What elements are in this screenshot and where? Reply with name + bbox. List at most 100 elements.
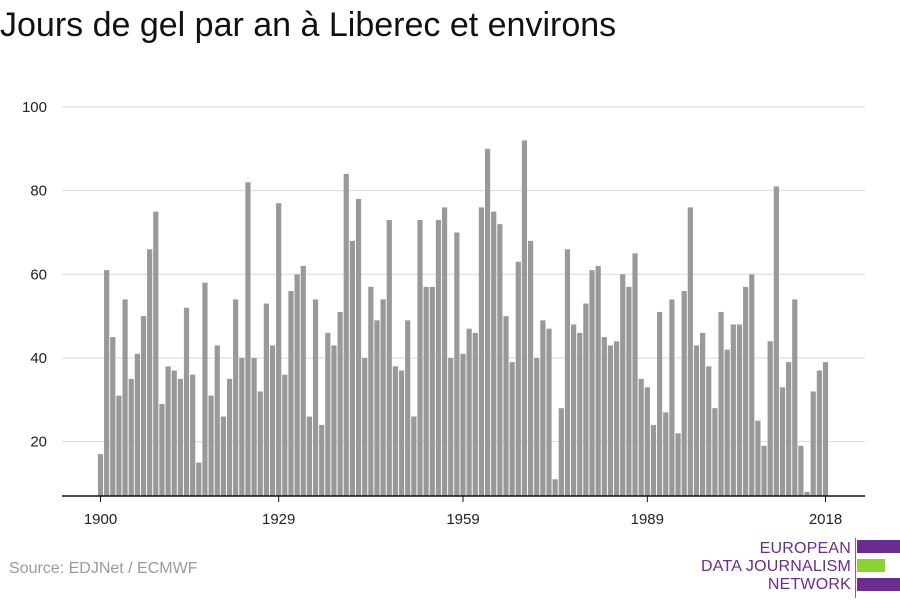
bar-1905: [128, 378, 134, 496]
bar-1966: [503, 316, 509, 496]
bar-1987: [632, 253, 638, 496]
bar-1952: [417, 219, 423, 496]
bar-1999: [706, 366, 712, 496]
bar-1973: [546, 328, 552, 496]
bar-1988: [638, 378, 644, 496]
bar-1994: [675, 433, 681, 496]
bar-1948: [392, 366, 399, 496]
bar-2009: [767, 341, 773, 496]
bar-1965: [497, 224, 503, 496]
bar-1908: [147, 249, 153, 496]
bar-1921: [226, 378, 233, 496]
bar-1942: [355, 199, 362, 497]
bar-1931: [288, 291, 294, 496]
bar-1923: [239, 357, 245, 496]
bar-1917: [202, 282, 208, 496]
y-tick-label: 80: [30, 183, 47, 200]
bar-1947: [386, 219, 392, 496]
bar-1901: [104, 270, 110, 496]
bar-1928: [269, 345, 276, 496]
bar-1924: [245, 182, 251, 496]
bar-1972: [540, 320, 546, 496]
bar-1993: [669, 299, 675, 496]
logo-bar-purple-top: [857, 540, 900, 553]
bar-1984: [614, 341, 620, 496]
logo-bar-purple-bottom: [857, 578, 900, 591]
bar-1914: [183, 307, 190, 496]
bar-1962: [478, 207, 485, 497]
logo-line-3: NETWORK: [767, 576, 851, 593]
bar-1950: [405, 320, 411, 496]
bar-1983: [607, 345, 614, 496]
bar-1938: [331, 345, 337, 496]
bar-2004: [736, 324, 743, 496]
bar-1963: [484, 148, 491, 497]
bar-1920: [220, 416, 226, 496]
bar-1970: [527, 240, 534, 496]
bar-1971: [534, 357, 540, 496]
bar-1967: [509, 362, 515, 496]
logo-line-2: DATA JOURNALISM: [701, 558, 851, 575]
bar-1978: [577, 332, 583, 496]
bar-1922: [233, 299, 239, 496]
bar-1900: [97, 454, 104, 496]
bar-2018: [822, 362, 829, 496]
bar-1990: [650, 424, 657, 496]
bar-1939: [337, 311, 343, 496]
chart-title: Jours de gel par an à Liberec et environ…: [0, 6, 617, 44]
bar-1936: [319, 424, 325, 496]
bar-1979: [583, 303, 589, 496]
bar-1940: [343, 173, 349, 496]
bar-1989: [644, 387, 650, 496]
bar-2010: [773, 186, 779, 496]
x-tick-label: 1959: [446, 511, 479, 528]
bar-1960: [466, 328, 472, 496]
bar-1934: [306, 416, 312, 496]
bar-1927: [263, 303, 269, 496]
bar-2003: [730, 324, 736, 496]
bar-1969: [521, 140, 528, 496]
bar-1926: [257, 391, 263, 496]
logo-line-1: EUROPEAN: [759, 540, 851, 557]
bar-2005: [743, 286, 749, 496]
bar-1907: [140, 316, 147, 496]
bar-1974: [552, 479, 558, 496]
bar-1937: [325, 332, 331, 496]
bar-2014: [798, 445, 804, 496]
bar-1953: [423, 286, 429, 496]
edjnet-logo[interactable]: EUROPEAN DATA JOURNALISM NETWORK: [700, 538, 900, 598]
bar-1910: [159, 403, 165, 496]
bar-1944: [368, 286, 374, 496]
bar-2012: [786, 362, 792, 496]
bar-1949: [398, 370, 405, 496]
bar-1985: [620, 274, 626, 496]
bar-2007: [755, 420, 761, 496]
bar-1915: [190, 374, 196, 496]
y-tick-label: 40: [30, 350, 47, 367]
bar-1918: [208, 395, 214, 496]
x-tick-label: 2018: [809, 511, 842, 528]
bar-1919: [214, 345, 220, 496]
y-tick-label: 100: [22, 99, 47, 116]
bar-1954: [429, 286, 435, 496]
bar-1933: [300, 265, 306, 496]
bar-1964: [491, 211, 497, 496]
bar-1909: [153, 211, 159, 496]
bar-1930: [282, 374, 288, 496]
bar-1997: [693, 345, 700, 496]
bar-1945: [374, 320, 380, 496]
bar-1996: [687, 207, 693, 497]
y-tick-label: 60: [30, 266, 47, 283]
bar-1995: [681, 291, 687, 496]
bars: [97, 140, 829, 497]
bar-2002: [724, 349, 730, 496]
x-tick-label: 1989: [631, 511, 664, 528]
bar-1906: [134, 353, 140, 496]
bar-1958: [454, 232, 460, 496]
bar-1976: [564, 249, 571, 496]
logo-bar-green: [857, 559, 885, 572]
x-tick-label: 1929: [262, 511, 295, 528]
bar-1956: [441, 207, 448, 497]
bar-1904: [122, 299, 128, 496]
